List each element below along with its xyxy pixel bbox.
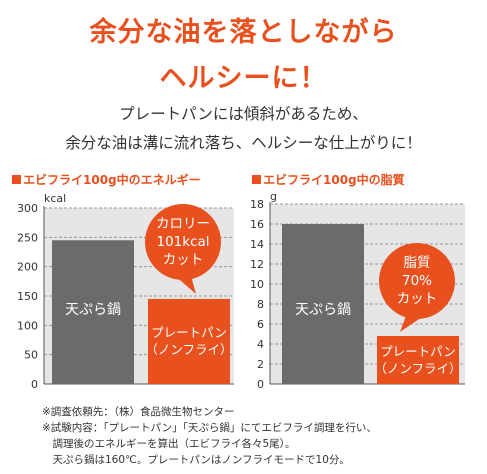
bar-label: プレートパン <box>151 325 227 340</box>
y-tick-label: 250 <box>17 231 38 244</box>
bar-label: プレートパン <box>380 344 456 359</box>
y-axis-unit: g <box>270 190 277 203</box>
bar-label: 天ぷら鍋 <box>65 302 121 318</box>
title-marker-icon <box>12 175 21 184</box>
y-axis-unit: kcal <box>44 192 66 205</box>
bar-plate-pan <box>377 336 459 384</box>
bar-label: （ノンフライ） <box>374 361 461 376</box>
callout-text: カット <box>163 252 204 268</box>
callout-text: 70% <box>402 273 432 289</box>
callout-bubble <box>145 204 221 280</box>
subhead-line-2: 余分な油は溝に流れ落ち、ヘルシーな仕上がりに！ <box>65 134 422 152</box>
fat-chart-title-text: エビフライ100g中の脂質 <box>263 173 405 187</box>
y-tick-label: 300 <box>17 202 38 215</box>
energy-chart-title-text: エビフライ100g中のエネルギー <box>23 173 201 187</box>
y-tick-label: 4 <box>257 338 264 351</box>
y-tick-label: 12 <box>250 258 264 271</box>
callout-text: 101kcal <box>156 234 209 250</box>
footnote-line: 調理後のエネルギーを算出（エビフライ各々5尾）。 <box>42 438 296 450</box>
y-tick-label: 100 <box>17 319 38 332</box>
callout-text: 脂質 <box>404 255 431 271</box>
footnote-line: ※調査依頼先：（株）食品微生物センター <box>42 406 235 418</box>
callout-bubble <box>379 243 455 319</box>
bar-label: 天ぷら鍋 <box>295 302 351 318</box>
subhead-line-1: プレートパンには傾斜があるため、 <box>119 105 368 123</box>
energy-chart-title: エビフライ100g中のエネルギー <box>12 171 201 188</box>
y-tick-label: 50 <box>24 349 38 362</box>
callout-text: カット <box>397 291 438 307</box>
headline-line-2: ヘルシーに！ <box>159 63 328 94</box>
title-marker-icon <box>252 175 261 184</box>
y-tick-label: 0 <box>257 378 264 391</box>
y-tick-label: 10 <box>250 278 264 291</box>
y-tick-label: 6 <box>257 318 264 331</box>
bar-label: （ノンフライ） <box>145 342 232 357</box>
y-tick-label: 150 <box>17 290 38 303</box>
fat-chart-title: エビフライ100g中の脂質 <box>252 171 405 188</box>
footnote-line: 天ぷら鍋は160℃。プレートパンはノンフライモードで10分。 <box>42 454 350 466</box>
footnotes: ※調査依頼先：（株）食品微生物センター ※試験内容：「プレートパン」「天ぷら鍋」… <box>42 404 377 468</box>
y-tick-label: 200 <box>17 261 38 274</box>
y-tick-label: 0 <box>31 378 38 391</box>
bar-plate-pan <box>148 298 230 384</box>
y-tick-label: 8 <box>257 298 264 311</box>
bar-tempura-pot <box>282 224 364 384</box>
y-tick-label: 18 <box>250 198 264 211</box>
y-tick-label: 16 <box>250 218 264 231</box>
y-tick-label: 2 <box>257 358 264 371</box>
headline-line-1: 余分な油を落としながら <box>89 17 398 48</box>
y-tick-label: 14 <box>250 238 264 251</box>
footnote-line: ※試験内容：「プレートパン」「天ぷら鍋」にてエビフライ調理を行い、 <box>42 422 377 434</box>
bar-tempura-pot <box>52 240 134 384</box>
callout-text: カロリー <box>156 216 210 232</box>
